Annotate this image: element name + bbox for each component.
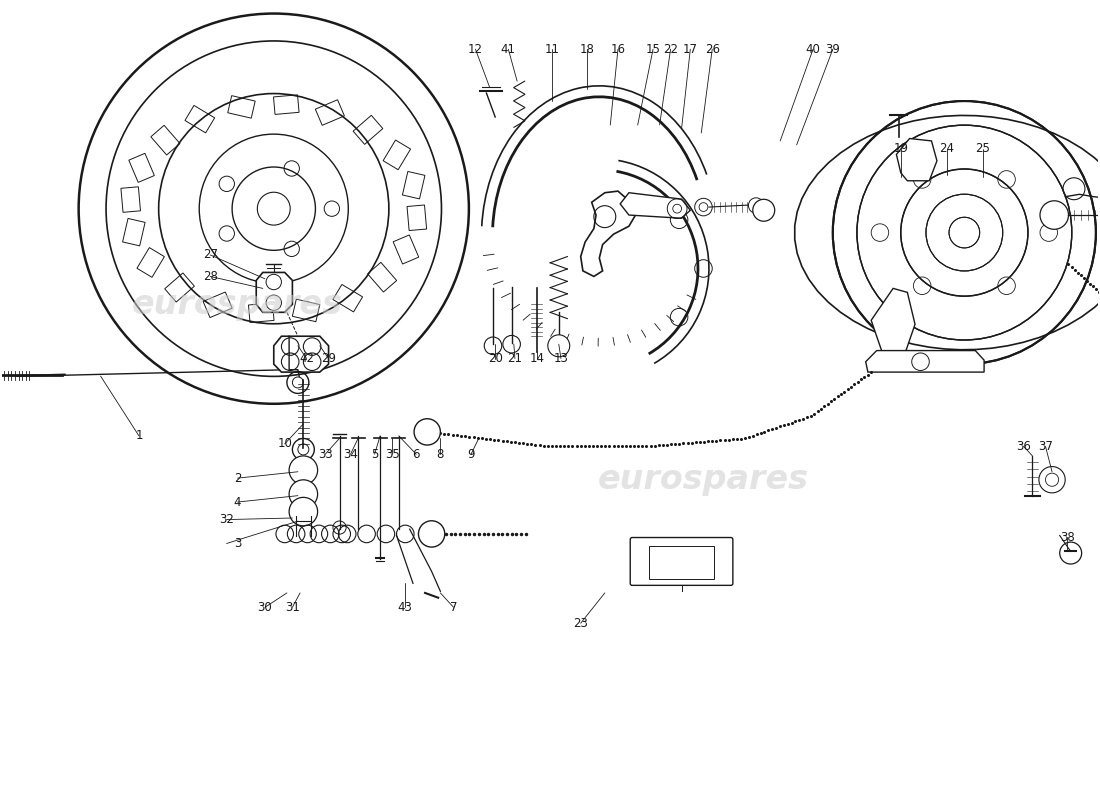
Polygon shape (896, 138, 937, 181)
Polygon shape (866, 350, 984, 372)
Bar (383, 140, 410, 170)
Bar (249, 303, 274, 322)
Polygon shape (795, 115, 1100, 350)
Bar (393, 235, 419, 264)
Bar (274, 95, 299, 114)
Text: 32: 32 (219, 513, 234, 526)
Text: 38: 38 (1060, 530, 1075, 544)
Circle shape (752, 199, 774, 222)
Bar (228, 96, 255, 118)
Bar (333, 285, 363, 312)
Circle shape (289, 498, 318, 526)
Bar (367, 262, 397, 292)
FancyBboxPatch shape (630, 538, 733, 586)
Text: 18: 18 (580, 42, 595, 56)
Text: eurospares: eurospares (598, 463, 808, 496)
Bar (204, 292, 232, 318)
Text: 25: 25 (976, 142, 990, 155)
Text: 26: 26 (705, 42, 719, 56)
Circle shape (289, 480, 318, 508)
Text: 10: 10 (277, 438, 293, 450)
Bar (151, 126, 180, 155)
Text: 12: 12 (468, 42, 483, 56)
Bar (316, 100, 344, 126)
Bar (407, 205, 427, 230)
Text: 15: 15 (646, 42, 660, 56)
Bar (121, 186, 141, 212)
Text: 2: 2 (234, 472, 241, 485)
Bar (122, 218, 145, 246)
Circle shape (414, 418, 440, 445)
Text: 34: 34 (343, 448, 358, 461)
Text: 16: 16 (610, 42, 626, 56)
Text: 40: 40 (805, 42, 821, 56)
Text: 29: 29 (321, 352, 337, 365)
Text: 33: 33 (318, 448, 332, 461)
Text: 20: 20 (487, 352, 503, 365)
Text: 14: 14 (529, 352, 544, 365)
Circle shape (548, 335, 570, 357)
Circle shape (748, 198, 763, 213)
Text: 31: 31 (285, 601, 300, 614)
Text: 35: 35 (385, 448, 399, 461)
Text: 24: 24 (939, 142, 955, 155)
Polygon shape (581, 191, 636, 277)
Polygon shape (274, 336, 329, 372)
Text: 4: 4 (234, 495, 241, 509)
Text: 30: 30 (257, 601, 273, 614)
Text: 7: 7 (450, 601, 458, 614)
Text: 3: 3 (234, 537, 241, 550)
Circle shape (673, 204, 682, 213)
Text: 11: 11 (544, 42, 560, 56)
Text: 27: 27 (202, 249, 218, 262)
Polygon shape (871, 288, 915, 356)
Bar (185, 106, 214, 133)
Bar (129, 154, 154, 182)
Text: 39: 39 (825, 42, 840, 56)
Bar (293, 299, 320, 322)
Text: 13: 13 (553, 352, 569, 365)
Text: 41: 41 (500, 42, 516, 56)
Polygon shape (256, 273, 293, 312)
Bar (403, 171, 425, 199)
Text: 17: 17 (683, 42, 697, 56)
Bar (136, 248, 164, 278)
Text: 1: 1 (135, 430, 143, 442)
Text: 9: 9 (468, 448, 475, 461)
Text: 22: 22 (663, 42, 678, 56)
Text: 8: 8 (437, 448, 444, 461)
Text: 42: 42 (299, 352, 315, 365)
Text: 36: 36 (1016, 440, 1031, 453)
Text: 43: 43 (398, 601, 412, 614)
Bar (649, 546, 714, 579)
Text: 23: 23 (573, 617, 588, 630)
Text: 21: 21 (507, 352, 522, 365)
Bar (165, 273, 195, 302)
Circle shape (289, 456, 318, 485)
Text: 28: 28 (202, 270, 218, 283)
Text: 19: 19 (893, 142, 909, 155)
Text: 37: 37 (1038, 440, 1053, 453)
Text: eurospares: eurospares (132, 288, 343, 321)
Text: 5: 5 (371, 448, 378, 461)
Circle shape (293, 377, 304, 388)
Polygon shape (620, 193, 691, 218)
Bar (353, 115, 383, 144)
Circle shape (1040, 201, 1068, 230)
Text: 6: 6 (412, 448, 420, 461)
